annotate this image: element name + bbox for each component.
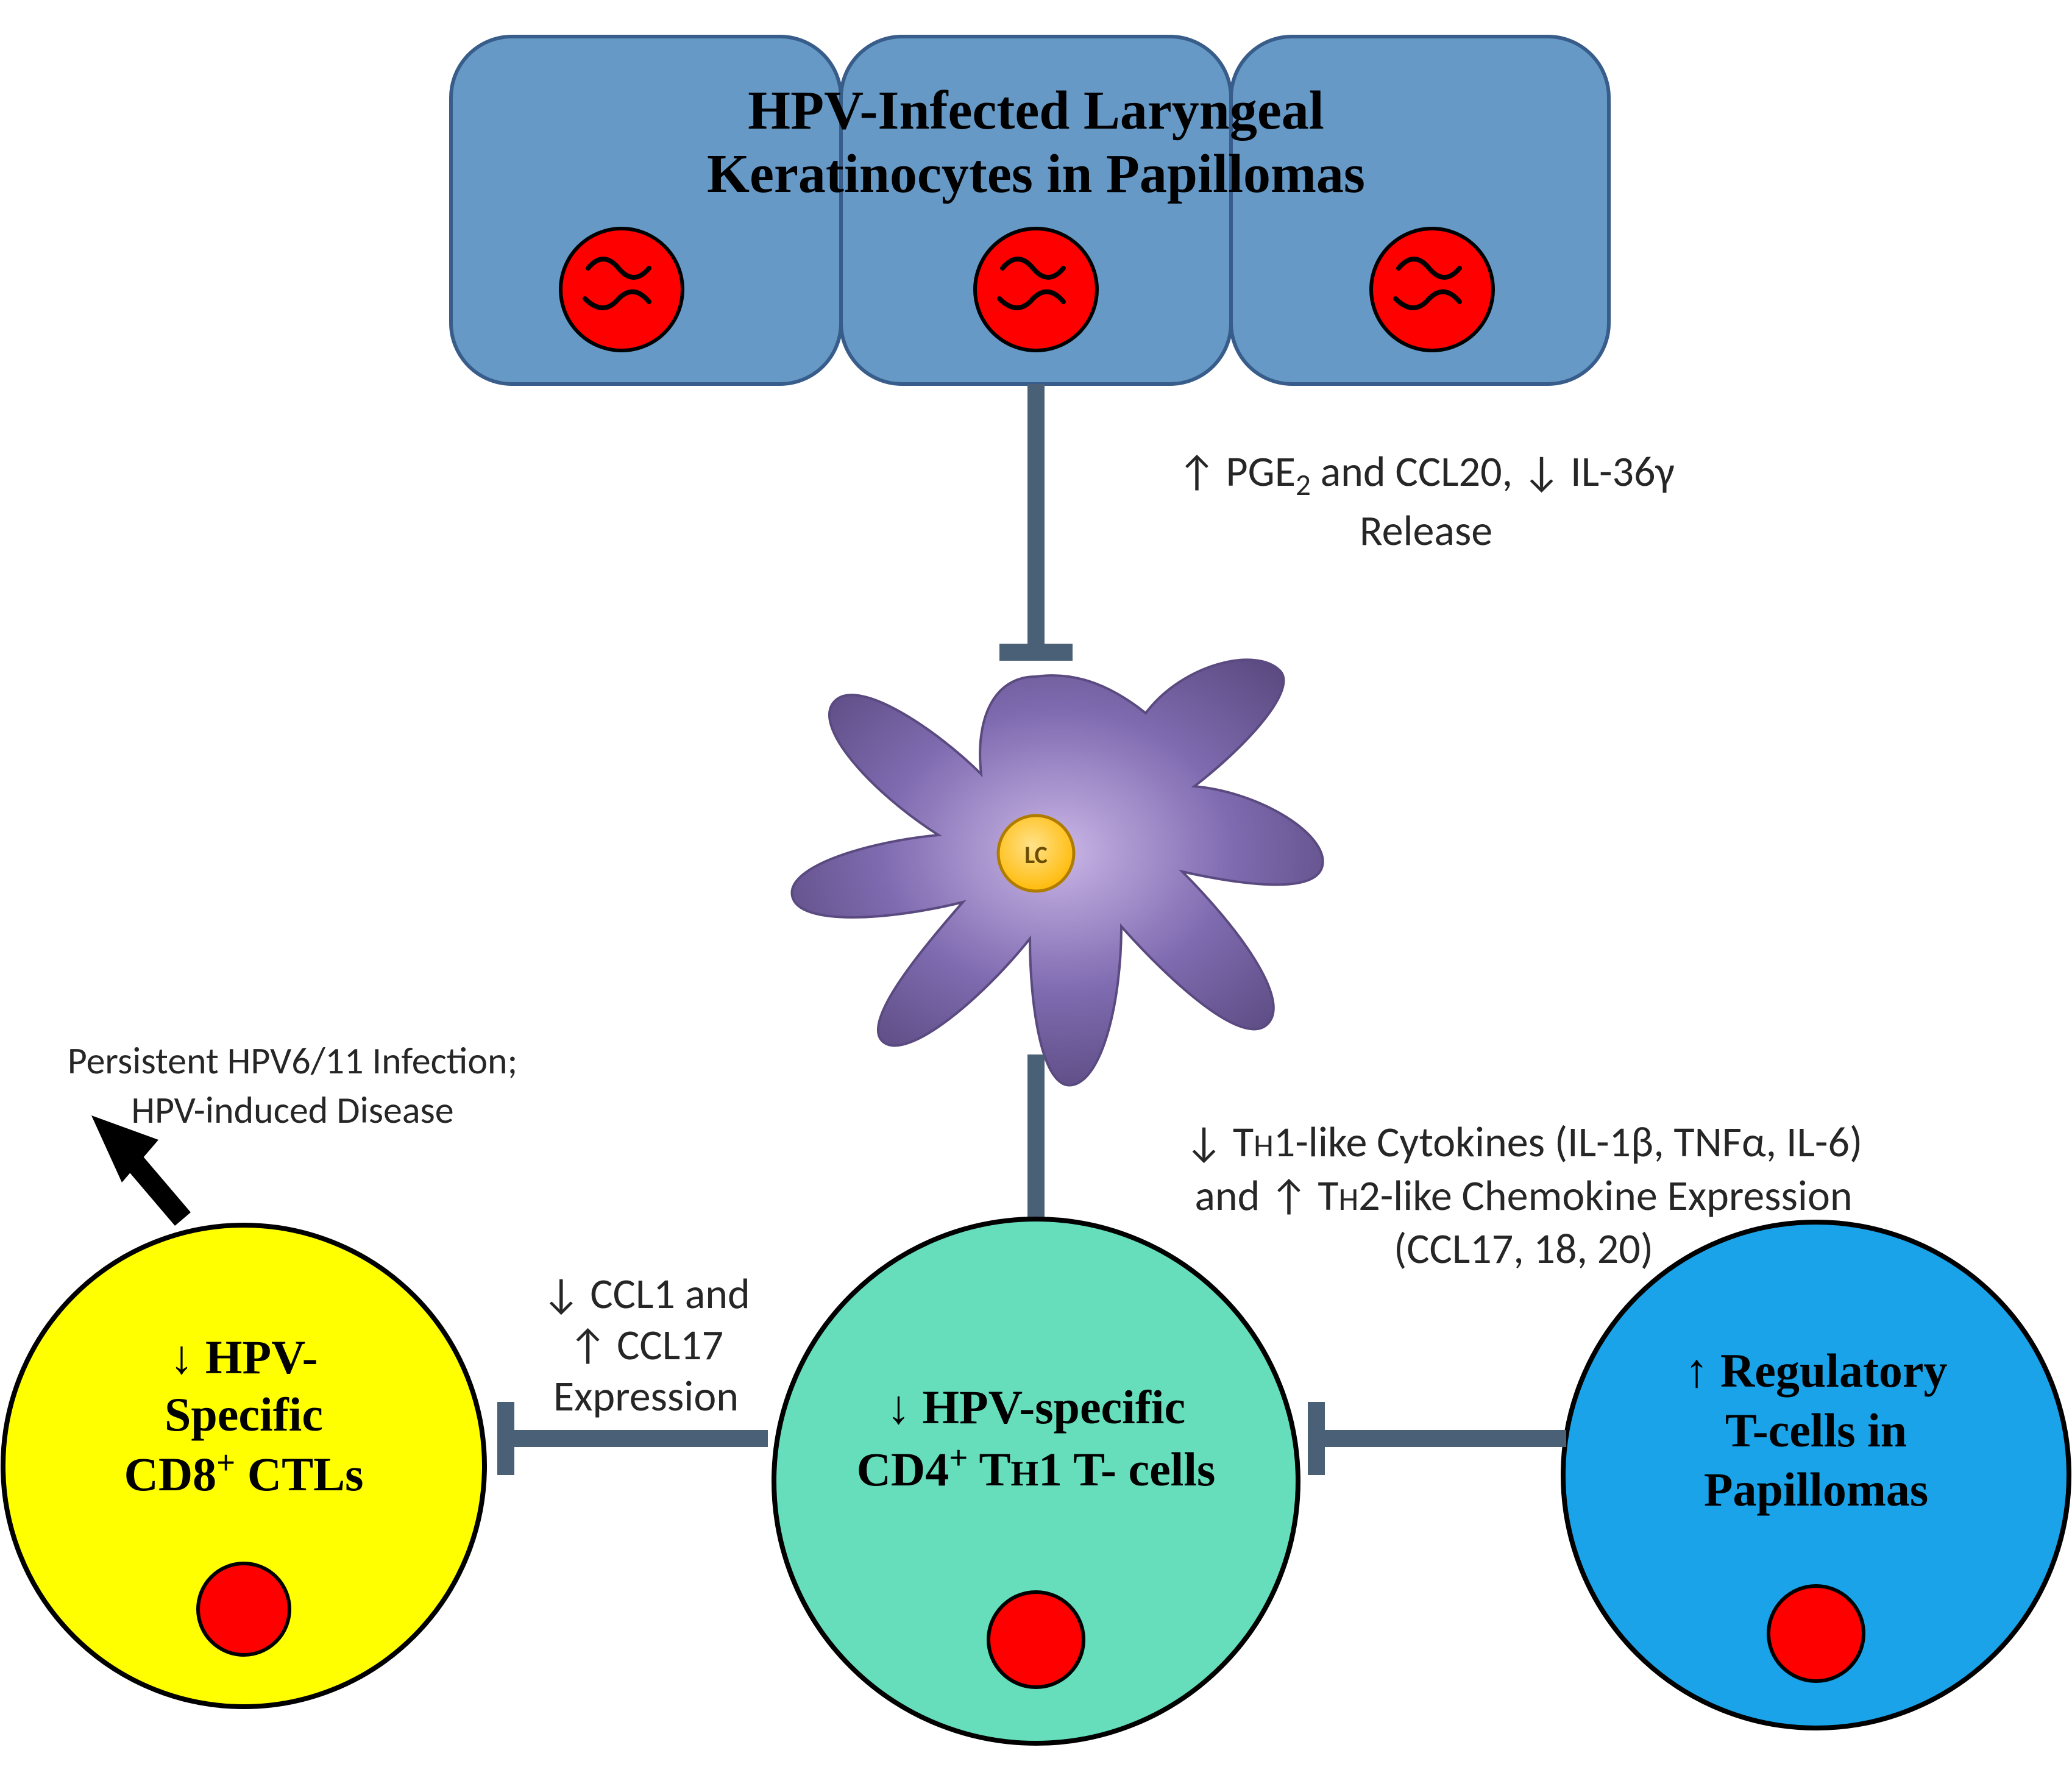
keratinocyte-nucleus xyxy=(561,229,683,350)
lc-label: LC xyxy=(1012,840,1060,870)
diagram-stage: HPV-Infected Laryngeal Keratinocytes in … xyxy=(0,0,2072,1778)
connector-treg-to-th1 xyxy=(1316,1402,1566,1475)
th1-label: ↓ HPV-specificCD4+ TH1 T- cells xyxy=(829,1378,1243,1499)
connector-ker-to-lc xyxy=(999,384,1073,652)
anno-lc-to-th1: ↓ TH1-like Cytokines (IL-1β, TNFα, IL-6)… xyxy=(1091,1115,1956,1276)
outcome-text: Persistent HPV6/11 Infection; HPV-induce… xyxy=(18,1036,567,1134)
anno-ker-to-lc: ↑ PGE2 and CCL20, ↓ IL-36γRelease xyxy=(1091,445,1761,558)
treg-label: ↑ RegulatoryT-cells inPapillomas xyxy=(1621,1341,2011,1520)
keratinocyte-nucleus xyxy=(975,229,1097,350)
cd8-label: ↓ HPV-SpecificCD8+ CTLs xyxy=(61,1329,427,1503)
langerhans-cell xyxy=(792,660,1322,1085)
keratinocyte-title: HPV-Infected Laryngeal Keratinocytes in … xyxy=(652,79,1420,205)
keratinocyte-nucleus xyxy=(1371,229,1493,350)
anno-th1-to-cd8: ↓ CCL1 and↑ CCL17Expression xyxy=(506,1268,786,1421)
